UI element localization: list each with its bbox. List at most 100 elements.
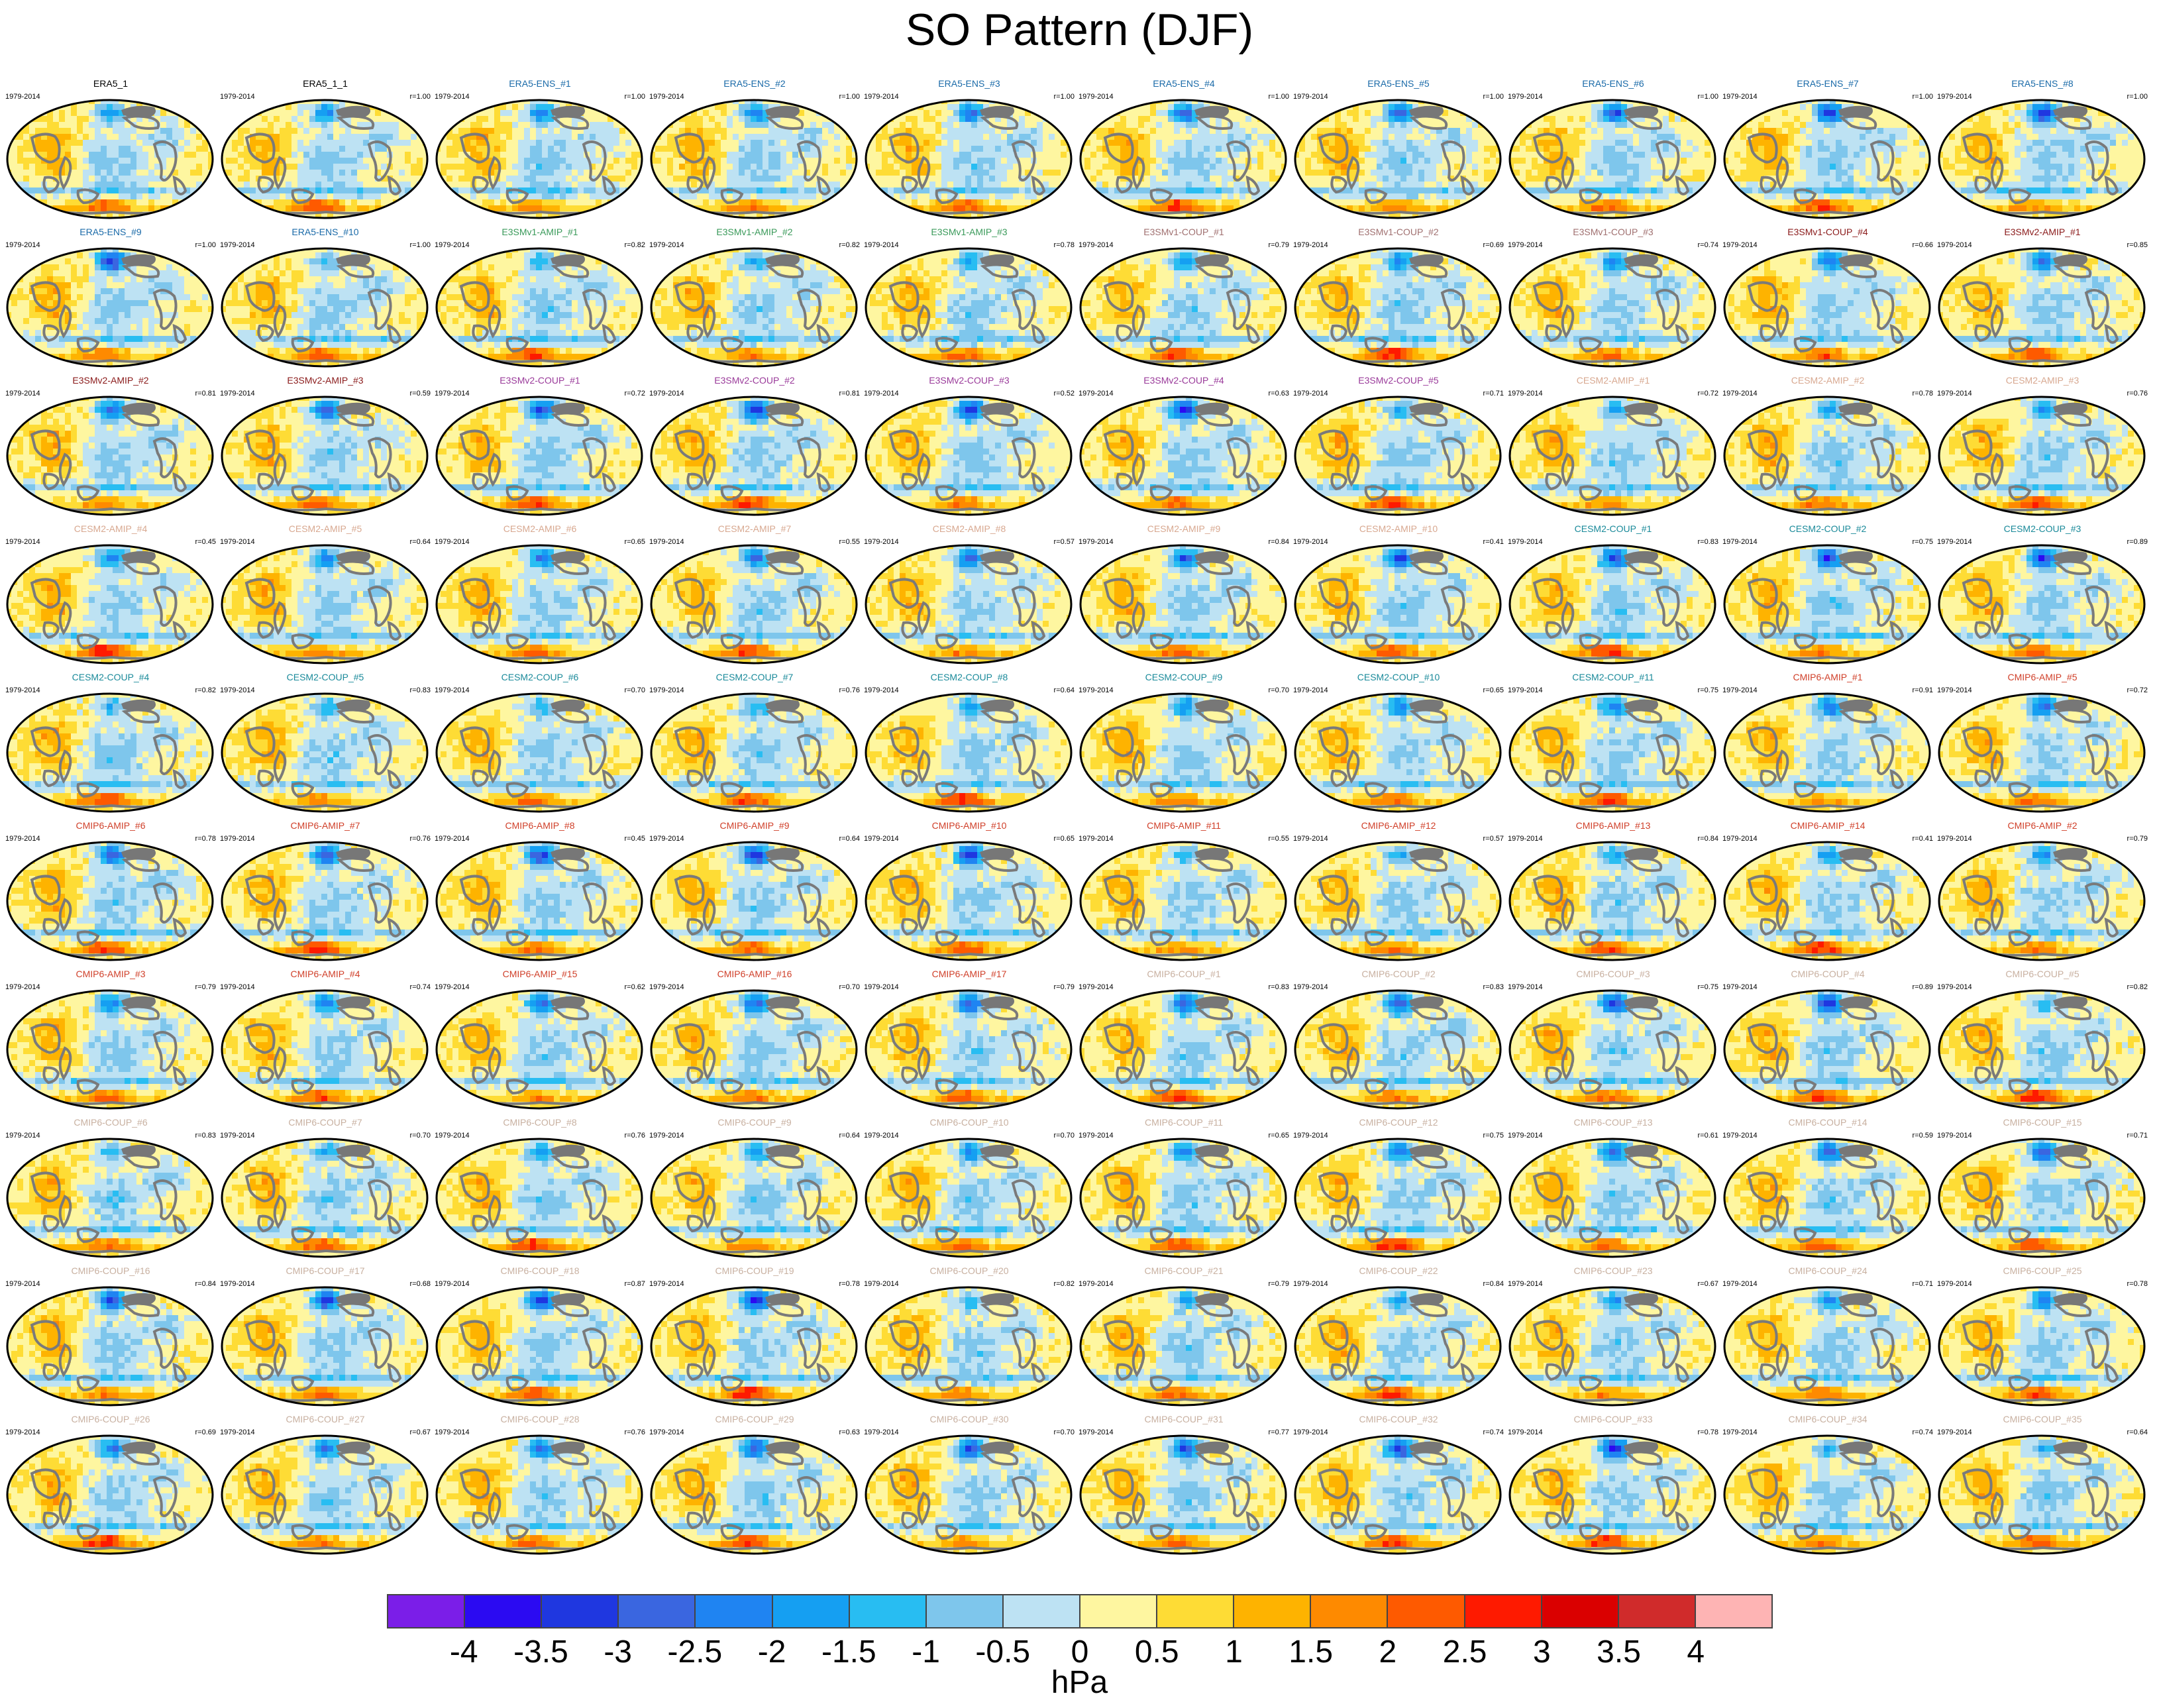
colorbar-swatch (1157, 1595, 1234, 1627)
sea-level-pressure-map (1722, 543, 1932, 665)
panel-model-label: ERA5-ENS_#1 (435, 78, 645, 89)
map-panel: CMIP6-COUP_#26 1979-2014 r=0.69 (5, 1414, 216, 1558)
map-panel: ERA5-ENS_#8 1979-2014 r=1.00 (1937, 78, 2148, 223)
map-panel: CESM2-AMIP_#5 1979-2014 r=0.64 (220, 523, 431, 668)
map-panel: CMIP6-COUP_#8 1979-2014 r=0.76 (435, 1117, 645, 1261)
sea-level-pressure-map (1937, 246, 2146, 368)
panel-model-label: E3SMv1-COUP_#4 (1722, 227, 1933, 237)
panel-model-label: CMIP6-COUP_#31 (1079, 1414, 1289, 1424)
panel-model-label: CMIP6-COUP_#30 (864, 1414, 1075, 1424)
map-panel: E3SMv1-AMIP_#2 1979-2014 r=0.82 (649, 227, 860, 371)
sea-level-pressure-map (1079, 1137, 1288, 1259)
colorbar (387, 1594, 1773, 1628)
sea-level-pressure-map (435, 395, 644, 517)
panel-model-label: CMIP6-AMIP_#12 (1293, 820, 1504, 831)
sea-level-pressure-map (649, 988, 859, 1110)
colorbar-swatch (388, 1595, 465, 1627)
sea-level-pressure-map (1937, 1434, 2146, 1556)
sea-level-pressure-map (649, 1137, 859, 1259)
panel-model-label: CESM2-AMIP_#4 (5, 523, 216, 534)
map-panel: CMIP6-AMIP_#5 1979-2014 r=0.72 (1937, 672, 2148, 816)
panel-model-label: CMIP6-COUP_#8 (435, 1117, 645, 1128)
panel-model-label: CESM2-AMIP_#1 (1508, 375, 1718, 386)
panel-model-label: CMIP6-AMIP_#8 (435, 820, 645, 831)
sea-level-pressure-map (220, 543, 429, 665)
sea-level-pressure-map (864, 246, 1073, 368)
panel-model-label: ERA5-ENS_#2 (649, 78, 860, 89)
sea-level-pressure-map (5, 1137, 215, 1259)
colorbar-swatch (1696, 1595, 1771, 1627)
sea-level-pressure-map (435, 988, 644, 1110)
colorbar-swatch (773, 1595, 850, 1627)
sea-level-pressure-map (1508, 1285, 1717, 1407)
map-panel: CMIP6-COUP_#5 1979-2014 r=0.82 (1937, 969, 2148, 1113)
panel-model-label: CESM2-COUP_#6 (435, 672, 645, 682)
panel-model-label: E3SMv1-AMIP_#2 (649, 227, 860, 237)
panel-model-label: CMIP6-COUP_#9 (649, 1117, 860, 1128)
sea-level-pressure-map (435, 1285, 644, 1407)
panel-model-label: CMIP6-COUP_#12 (1293, 1117, 1504, 1128)
panel-model-label: ERA5-ENS_#5 (1293, 78, 1504, 89)
map-panel: E3SMv1-AMIP_#1 1979-2014 r=0.82 (435, 227, 645, 371)
map-panel: CMIP6-AMIP_#3 1979-2014 r=0.79 (5, 969, 216, 1113)
map-panel: CMIP6-COUP_#32 1979-2014 r=0.74 (1293, 1414, 1504, 1558)
sea-level-pressure-map (1079, 692, 1288, 814)
panel-model-label: CMIP6-AMIP_#5 (1937, 672, 2148, 682)
map-panel: CESM2-AMIP_#6 1979-2014 r=0.65 (435, 523, 645, 668)
panel-model-label: CMIP6-COUP_#27 (220, 1414, 431, 1424)
sea-level-pressure-map (5, 692, 215, 814)
sea-level-pressure-map (1293, 543, 1502, 665)
sea-level-pressure-map (864, 1434, 1073, 1556)
map-panel: CMIP6-AMIP_#1 1979-2014 r=0.91 (1722, 672, 1933, 816)
sea-level-pressure-map (5, 1285, 215, 1407)
sea-level-pressure-map (5, 543, 215, 665)
sea-level-pressure-map (5, 988, 215, 1110)
sea-level-pressure-map (435, 98, 644, 220)
panel-model-label: CMIP6-COUP_#14 (1722, 1117, 1933, 1128)
colorbar-swatch (619, 1595, 696, 1627)
map-panel: CMIP6-COUP_#31 1979-2014 r=0.77 (1079, 1414, 1289, 1558)
map-panel: CESM2-AMIP_#10 1979-2014 r=0.41 (1293, 523, 1504, 668)
panel-model-label: ERA5-ENS_#7 (1722, 78, 1933, 89)
map-panel: CMIP6-AMIP_#4 1979-2014 r=0.74 (220, 969, 431, 1113)
map-panel: CMIP6-COUP_#34 1979-2014 r=0.74 (1722, 1414, 1933, 1558)
sea-level-pressure-map (649, 1285, 859, 1407)
panel-model-label: CESM2-AMIP_#5 (220, 523, 431, 534)
sea-level-pressure-map (864, 98, 1073, 220)
panel-model-label: CMIP6-COUP_#26 (5, 1414, 216, 1424)
map-panel: E3SMv2-COUP_#5 1979-2014 r=0.71 (1293, 375, 1504, 519)
sea-level-pressure-map (1293, 1137, 1502, 1259)
sea-level-pressure-map (649, 543, 859, 665)
sea-level-pressure-map (435, 840, 644, 962)
map-panel: CMIP6-COUP_#28 1979-2014 r=0.76 (435, 1414, 645, 1558)
sea-level-pressure-map (220, 1285, 429, 1407)
panel-model-label: ERA5_1_1 (220, 78, 431, 89)
panel-model-label: E3SMv1-AMIP_#3 (864, 227, 1075, 237)
sea-level-pressure-map (1937, 840, 2146, 962)
panel-model-label: E3SMv2-COUP_#4 (1079, 375, 1289, 386)
map-panel: CMIP6-COUP_#10 1979-2014 r=0.70 (864, 1117, 1075, 1261)
map-panel: ERA5-ENS_#7 1979-2014 r=1.00 (1722, 78, 1933, 223)
map-panel: E3SMv1-COUP_#2 1979-2014 r=0.69 (1293, 227, 1504, 371)
map-panel: CMIP6-AMIP_#8 1979-2014 r=0.45 (435, 820, 645, 965)
panel-model-label: CMIP6-AMIP_#17 (864, 969, 1075, 979)
map-panel: CESM2-AMIP_#8 1979-2014 r=0.57 (864, 523, 1075, 668)
sea-level-pressure-map (220, 246, 429, 368)
map-panel: E3SMv2-COUP_#1 1979-2014 r=0.72 (435, 375, 645, 519)
panel-model-label: E3SMv1-COUP_#3 (1508, 227, 1718, 237)
panel-model-label: CMIP6-COUP_#4 (1722, 969, 1933, 979)
sea-level-pressure-map (864, 1137, 1073, 1259)
map-panel: ERA5-ENS_#9 1979-2014 r=1.00 (5, 227, 216, 371)
panel-model-label: CMIP6-COUP_#20 (864, 1265, 1075, 1276)
panel-model-label: CESM2-AMIP_#2 (1722, 375, 1933, 386)
map-panel: ERA5-ENS_#2 1979-2014 r=1.00 (649, 78, 860, 223)
sea-level-pressure-map (5, 98, 215, 220)
colorbar-swatch (465, 1595, 542, 1627)
sea-level-pressure-map (1293, 395, 1502, 517)
panel-model-label: E3SMv2-AMIP_#1 (1937, 227, 2148, 237)
panel-model-label: E3SMv1-COUP_#1 (1079, 227, 1289, 237)
panel-model-label: CMIP6-COUP_#5 (1937, 969, 2148, 979)
sea-level-pressure-map (1079, 1434, 1288, 1556)
map-panel: CMIP6-AMIP_#15 1979-2014 r=0.62 (435, 969, 645, 1113)
panel-model-label: CMIP6-COUP_#2 (1293, 969, 1504, 979)
